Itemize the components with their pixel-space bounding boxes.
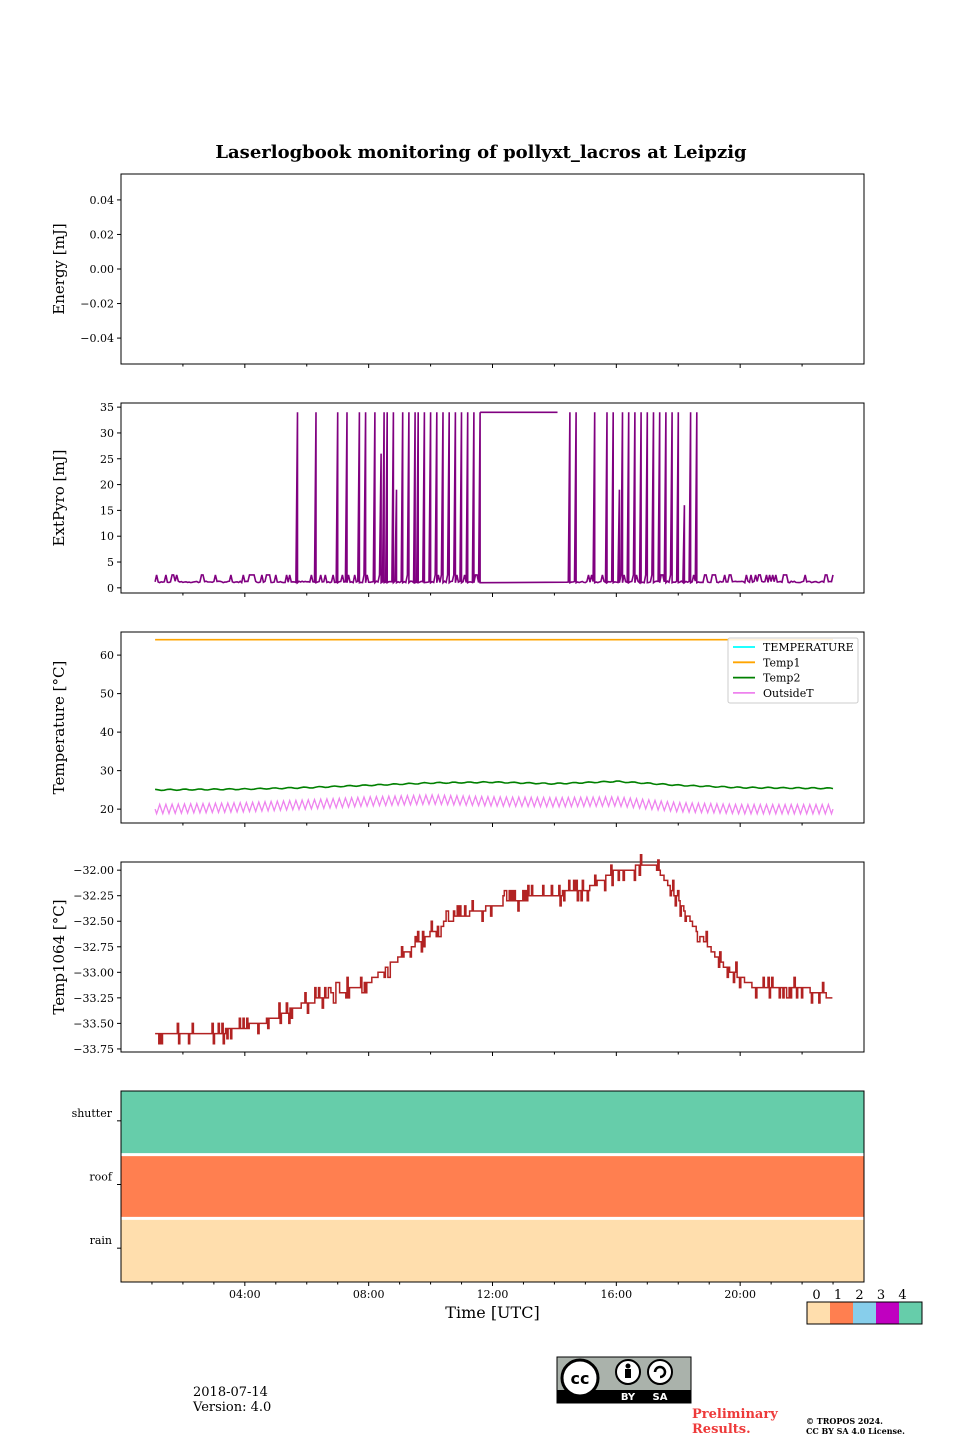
extpyro-ytick-label: 0 — [107, 582, 114, 595]
temp1064-ytick-label: −32.00 — [73, 864, 114, 877]
extpyro-axes-frame — [120, 402, 865, 594]
cc-by-sa-icon: cc BY SA — [556, 1356, 692, 1404]
colorbar-label-1: 1 — [834, 1288, 842, 1303]
colorbar-label-2: 2 — [855, 1288, 863, 1303]
temp1064-ytick-label: −32.50 — [73, 915, 114, 928]
legend-label-temp2: Temp2 — [763, 672, 800, 685]
temp1064-ylabel: Temp1064 [°C] — [50, 899, 68, 1014]
temperature-legend: TEMPERATURE Temp1 Temp2 OutsideT — [727, 637, 859, 704]
svg-text:cc: cc — [571, 1369, 590, 1388]
colorbar-cell-1 — [830, 1302, 853, 1324]
cc-by-label: BY — [621, 1392, 636, 1403]
energy-ytick-label: 0.00 — [90, 263, 115, 276]
temp1064-axes-frame — [120, 861, 865, 1053]
status-band-shutter — [121, 1091, 864, 1155]
extpyro-ytick-label: 15 — [100, 504, 114, 517]
extpyro-ylabel: ExtPyro [mJ] — [50, 450, 68, 547]
status-band-rain — [121, 1218, 864, 1282]
energy-ytick-label: 0.02 — [90, 228, 115, 241]
temperature-ytick-label: 60 — [100, 649, 114, 662]
extpyro-ytick-label: 20 — [100, 479, 114, 492]
legend-label-outsidet: OutsideT — [763, 687, 814, 700]
status-xtick-label: 12:00 — [477, 1288, 509, 1301]
status-panel: shutter roof rain 04:00 08:00 12:00 16:00 20:00… — [72, 1090, 865, 1322]
extpyro-ytick-label: 35 — [100, 401, 114, 414]
temperature-ylabel: Temperature [°C] — [50, 661, 68, 795]
colorbar-frame — [806, 1301, 923, 1325]
date-text: 2018-07-14 — [193, 1385, 268, 1400]
legend-label-temperature: TEMPERATURE — [763, 641, 854, 654]
temp1064-series-line — [155, 854, 833, 1045]
energy-ytick-label: 0.04 — [90, 194, 115, 207]
colorbar-label-0: 0 — [812, 1288, 820, 1303]
figure-title: Laserlogbook monitoring of pollyxt_lacro… — [215, 142, 747, 163]
status-category-rain: rain — [90, 1234, 112, 1247]
colorbar-cell-3 — [876, 1302, 899, 1324]
status-xtick-label: 04:00 — [229, 1288, 261, 1301]
preliminary-line2: Results. — [692, 1422, 751, 1437]
colorbar-cell-2 — [853, 1302, 876, 1324]
status-xtick-label: 20:00 — [724, 1288, 756, 1301]
x-axis-label: Time [UTC] — [445, 1303, 539, 1322]
temp1064-ytick-label: −33.50 — [73, 1017, 114, 1030]
extpyro-ytick-label: 25 — [100, 453, 114, 466]
extpyro-ytick-label: 10 — [100, 530, 114, 543]
extpyro-panel: 0 5 10 15 20 25 30 35 ExtPyro [mJ] — [50, 401, 865, 597]
temp1064-ytick-label: −33.75 — [73, 1043, 114, 1056]
colorbar-label-4: 4 — [898, 1288, 906, 1303]
extpyro-ytick-label: 30 — [100, 427, 114, 440]
legend-label-temp1: Temp1 — [763, 656, 800, 669]
temp1064-ytick-label: −33.25 — [73, 992, 114, 1005]
copyright-line1: © TROPOS 2024. — [806, 1416, 883, 1426]
energy-axes-frame — [120, 173, 865, 365]
energy-panel: 0.04 0.02 0.00 −0.02 −0.04 Energy [mJ] — [50, 173, 865, 368]
legend-box — [727, 637, 859, 704]
status-category-roof: roof — [89, 1171, 113, 1184]
temperature-series-temp2 — [154, 780, 834, 792]
status-category-shutter: shutter — [72, 1107, 113, 1120]
temp1064-panel: −32.00 −32.25 −32.50 −32.75 −33.00 −33.25 −33.… — [50, 854, 865, 1056]
temperature-ytick-label: 20 — [100, 803, 114, 816]
status-xtick-label: 16:00 — [600, 1288, 632, 1301]
temperature-ytick-label: 30 — [100, 765, 114, 778]
copyright-line2: CC BY SA 4.0 License. — [806, 1426, 905, 1436]
status-band-roof — [121, 1154, 864, 1219]
extpyro-ytick-label: 5 — [107, 556, 114, 569]
temp1064-ytick-label: −32.25 — [73, 890, 114, 903]
colorbar-cell-0 — [807, 1302, 830, 1324]
version-text: Version: 4.0 — [192, 1400, 271, 1415]
temp1064-ytick-label: −33.00 — [73, 966, 114, 979]
cc-sa-label: SA — [653, 1392, 668, 1403]
status-xtick-label: 08:00 — [353, 1288, 385, 1301]
colorbar-label-3: 3 — [877, 1288, 885, 1303]
temperature-ytick-label: 50 — [100, 688, 114, 701]
preliminary-line1: Preliminary — [692, 1407, 778, 1422]
temperature-panel: 20 30 40 50 60 Temperature [°C] TEMPERATURE Tem… — [50, 631, 865, 827]
colorbar-cell-4 — [899, 1302, 922, 1324]
energy-ytick-label: −0.04 — [80, 332, 114, 345]
temperature-series-outsidet — [154, 792, 834, 816]
energy-ylabel: Energy [mJ] — [50, 223, 68, 314]
extpyro-series-line — [154, 412, 834, 585]
energy-ytick-label: −0.02 — [80, 298, 114, 311]
temperature-ytick-label: 40 — [100, 726, 114, 739]
temp1064-ytick-label: −32.75 — [73, 941, 114, 954]
